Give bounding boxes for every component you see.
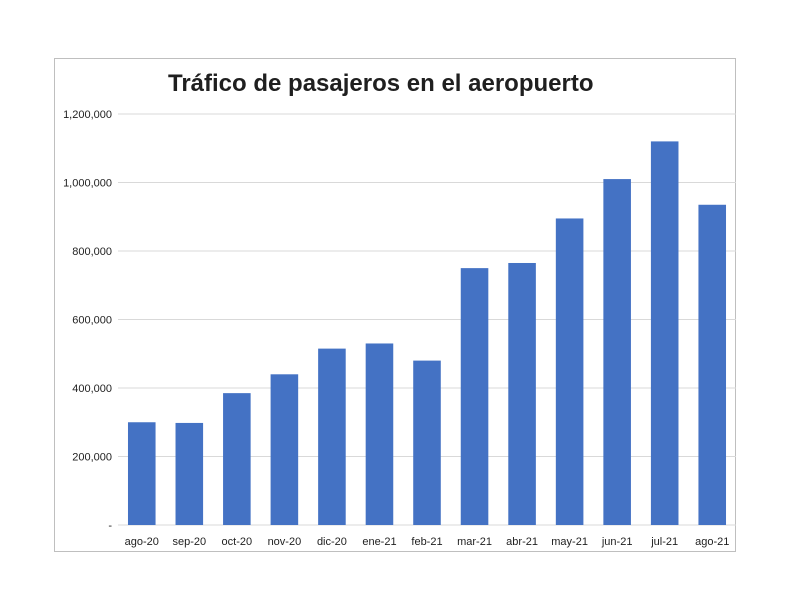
y-tick-label: 200,000 xyxy=(72,452,112,464)
y-tick-label: 400,000 xyxy=(72,383,112,395)
bar xyxy=(413,360,441,525)
y-tick-label: 600,000 xyxy=(72,315,112,327)
x-tick-label: nov-20 xyxy=(268,536,302,548)
bar xyxy=(365,343,394,525)
bar xyxy=(175,422,204,525)
y-tick-label: - xyxy=(108,520,112,532)
x-tick-label: jul-21 xyxy=(650,536,678,548)
chart-title: Tráfico de pasajeros en el aeropuerto xyxy=(168,70,594,97)
x-tick-label: jun-21 xyxy=(601,536,633,548)
x-tick-label: mar-21 xyxy=(457,536,492,548)
y-tick-label: 1,200,000 xyxy=(63,109,112,121)
bar xyxy=(603,179,631,525)
x-tick-label: may-21 xyxy=(551,536,588,548)
bar xyxy=(650,141,679,525)
x-tick-label: ene-21 xyxy=(362,536,396,548)
bar xyxy=(508,262,536,525)
bar xyxy=(460,268,489,525)
y-tick-label: 1,000,000 xyxy=(63,178,112,190)
bar xyxy=(555,218,584,525)
bar xyxy=(223,393,251,525)
bar xyxy=(318,348,346,525)
x-tick-label: feb-21 xyxy=(411,536,442,548)
x-tick-label: oct-20 xyxy=(222,536,253,548)
x-tick-label: ago-20 xyxy=(125,536,159,548)
x-tick-label: abr-21 xyxy=(506,536,538,548)
x-tick-label: sep-20 xyxy=(172,536,206,548)
y-tick-label: 800,000 xyxy=(72,246,112,258)
bar xyxy=(127,422,156,525)
x-tick-label: dic-20 xyxy=(317,536,347,548)
bar xyxy=(698,204,727,525)
x-tick-label: ago-21 xyxy=(695,536,729,548)
bar xyxy=(270,374,299,525)
